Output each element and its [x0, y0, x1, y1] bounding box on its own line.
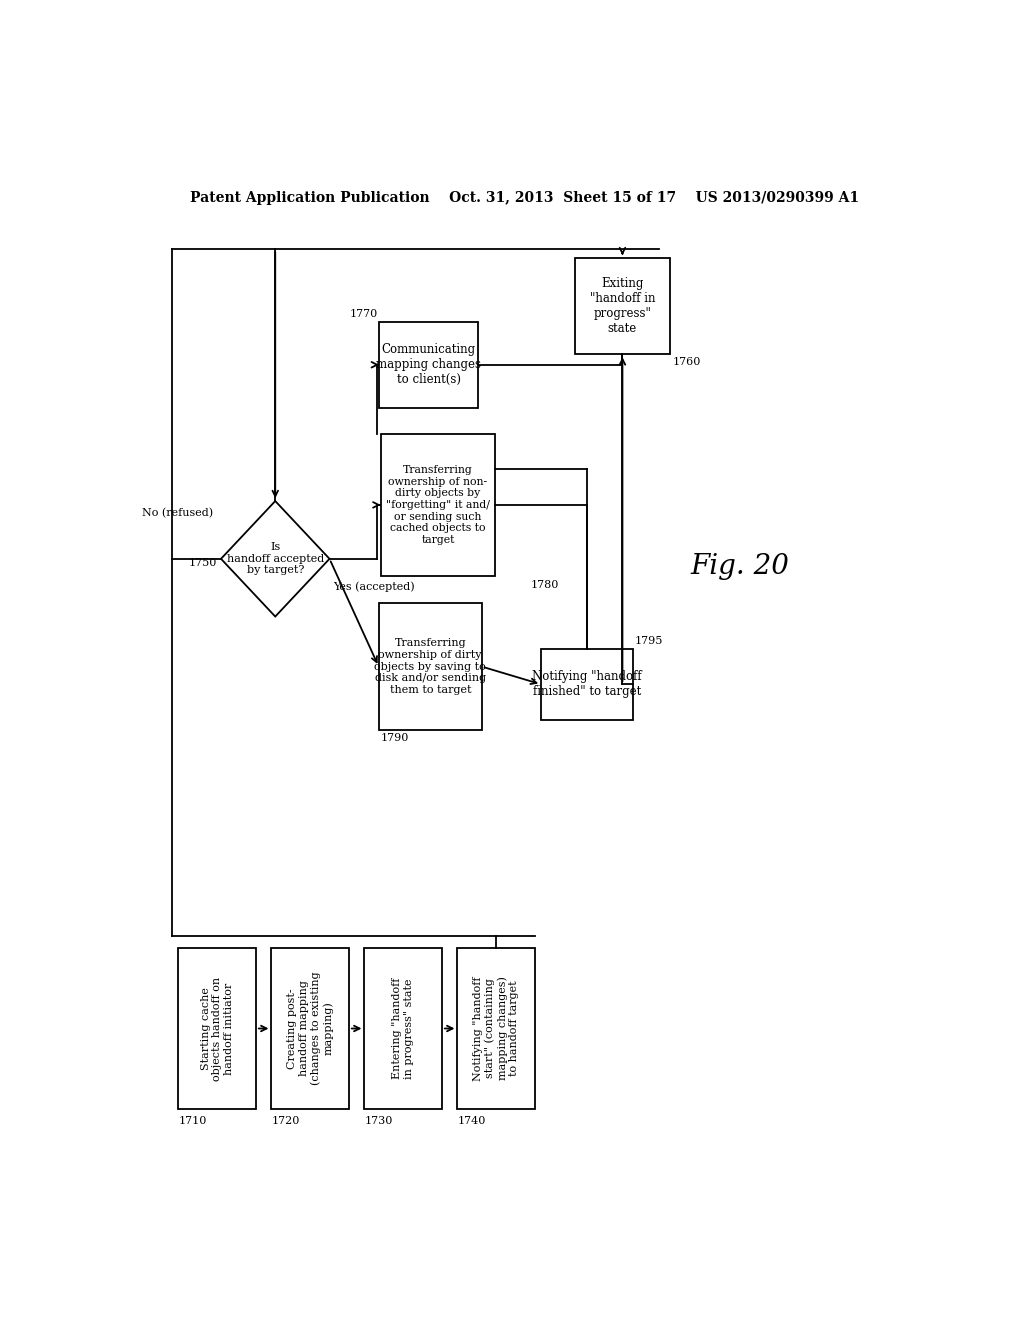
Bar	[271, 948, 349, 1109]
Text: 1780: 1780	[531, 581, 559, 590]
Text: Starting cache
objects handoff on
handoff initiator: Starting cache objects handoff on handof…	[201, 977, 233, 1081]
Text: 1795: 1795	[635, 636, 664, 645]
Bar	[365, 948, 442, 1109]
Text: 1710: 1710	[178, 1115, 207, 1126]
Bar	[458, 948, 535, 1109]
Bar	[379, 603, 481, 730]
Text: Exiting
"handoff in
progress"
state: Exiting "handoff in progress" state	[590, 277, 655, 335]
Text: 1770: 1770	[349, 309, 378, 318]
Text: Is
handoff accepted
by target?: Is handoff accepted by target?	[226, 543, 324, 576]
Text: Fig. 20: Fig. 20	[691, 553, 790, 579]
Bar	[541, 649, 633, 719]
Text: 1730: 1730	[365, 1115, 393, 1126]
Text: Entering "handoff
in progress" state: Entering "handoff in progress" state	[392, 978, 414, 1080]
Text: Notifying "handoff
finished" to target: Notifying "handoff finished" to target	[532, 671, 642, 698]
Text: Transferring
ownership of non-
dirty objects by
"forgetting" it and/
or sending : Transferring ownership of non- dirty obj…	[386, 465, 489, 545]
Text: Yes (accepted): Yes (accepted)	[334, 582, 415, 593]
Text: Patent Application Publication    Oct. 31, 2013  Sheet 15 of 17    US 2013/02903: Patent Application Publication Oct. 31, …	[190, 191, 859, 206]
Bar	[574, 259, 670, 354]
Text: Creating post-
handoff mapping
(changes to existing
mapping): Creating post- handoff mapping (changes …	[287, 972, 333, 1085]
Text: 1750: 1750	[188, 557, 217, 568]
Bar	[379, 322, 478, 408]
Text: Communicating
mapping changes
to client(s): Communicating mapping changes to client(…	[376, 343, 481, 387]
Text: No (refused): No (refused)	[142, 507, 213, 517]
Text: Notifying "handoff
start" (containing
mapping changes)
to handoff target: Notifying "handoff start" (containing ma…	[473, 977, 519, 1081]
Polygon shape	[221, 502, 330, 616]
Text: 1740: 1740	[458, 1115, 485, 1126]
Bar	[381, 434, 496, 576]
Bar	[178, 948, 256, 1109]
Text: 1760: 1760	[673, 356, 700, 367]
Text: Transferring
ownership of dirty
objects by saving to
disk and/or sending
them to: Transferring ownership of dirty objects …	[375, 639, 486, 694]
Text: 1790: 1790	[380, 733, 409, 743]
Text: 1720: 1720	[271, 1115, 300, 1126]
